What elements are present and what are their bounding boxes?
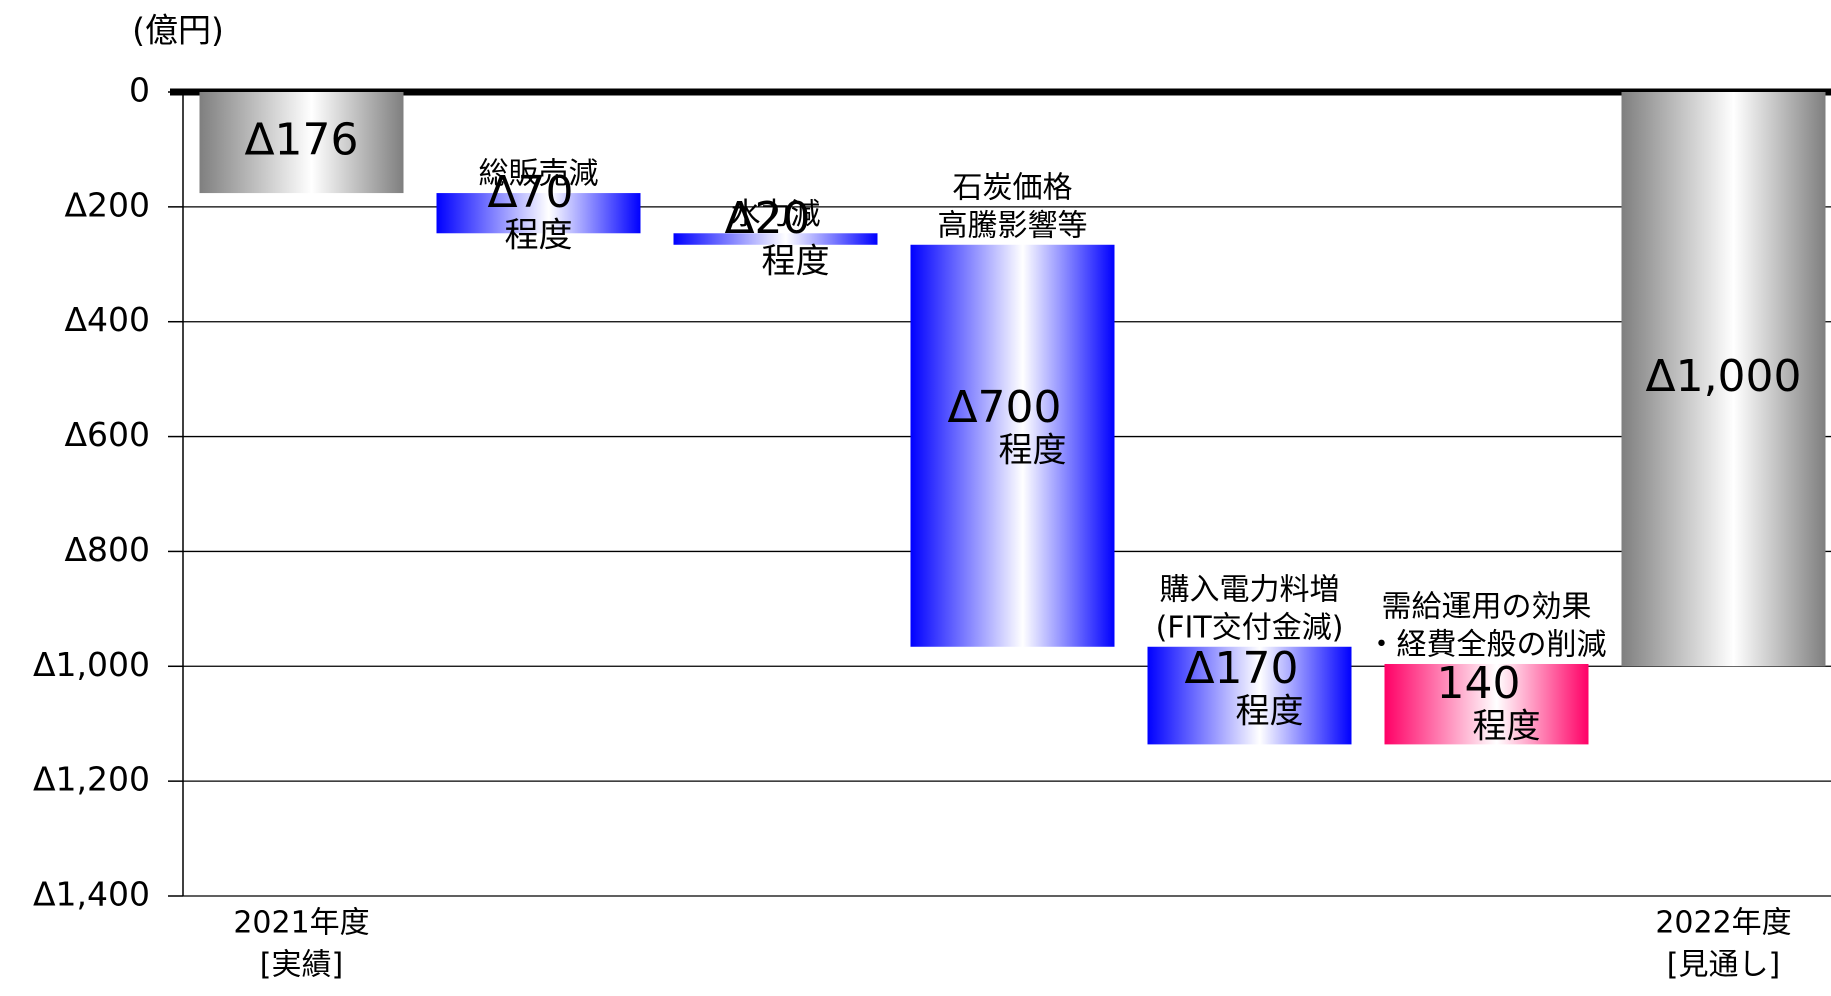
category-label: 需給運用の効果 [1382,589,1592,624]
value-label: Δ170 [1184,643,1298,694]
category-label: [実績] [260,948,343,983]
category-label: 購入電力料増 [1160,572,1340,607]
y-tick-label: Δ1,000 [33,645,150,684]
value-label: Δ176 [244,115,358,166]
bar [199,92,404,194]
category-label: 総販売減 [479,157,599,192]
value-note: 程度 [1236,691,1304,731]
bar [436,193,641,234]
value-label: Δ20 [724,193,810,244]
category-label: 石炭価格 [953,170,1073,205]
bar [1384,663,1589,745]
y-tick-label: Δ600 [64,415,150,454]
category-label: 水力減 [731,197,821,232]
y-axis-unit: (億円) [132,11,224,50]
value-label: Δ700 [947,382,1061,433]
bar [673,233,878,245]
y-tick-label: Δ1,400 [33,875,150,914]
category-label: (FIT交付金減) [1156,610,1344,645]
category-label: ・経費全般の削減 [1367,627,1607,662]
y-tick-label: Δ200 [64,185,150,224]
value-note: 程度 [1473,707,1541,747]
y-tick-label: Δ800 [64,530,150,569]
y-tick-label: Δ400 [64,300,150,339]
category-label: 2022年度 [1655,906,1791,941]
y-tick-label: 0 [129,71,150,110]
category-label: [見通し] [1667,948,1780,983]
value-label: Δ1,000 [1645,351,1801,402]
value-note: 程度 [762,242,830,282]
bar [910,244,1115,647]
value-label: 140 [1437,658,1521,709]
category-label: 2021年度 [233,906,369,941]
bar [1621,92,1826,667]
bar [1147,646,1352,745]
value-note: 程度 [505,216,573,256]
value-note: 程度 [999,430,1067,470]
value-label: Δ70 [487,167,573,218]
category-label: 高騰影響等 [938,208,1088,243]
y-tick-label: Δ1,200 [33,760,150,799]
